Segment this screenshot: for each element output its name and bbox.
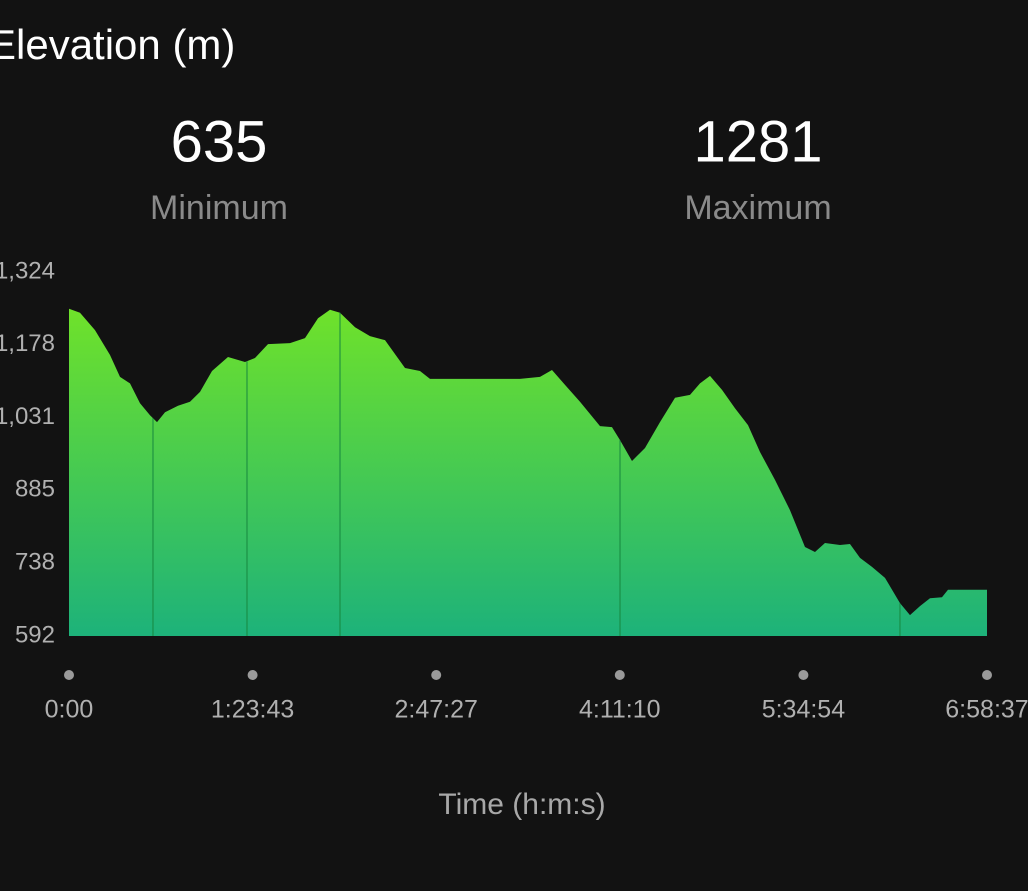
y-tick-label: 885: [15, 476, 55, 503]
x-tick-dot: [614, 670, 625, 680]
x-tick-label: 6:58:37: [945, 696, 1028, 724]
y-tick-label: 1,031: [0, 403, 55, 430]
y-tick-label: 592: [15, 621, 55, 648]
x-tick-dot: [431, 670, 442, 680]
elevation-area: [69, 308, 987, 636]
x-axis-label: Time (h:m:s): [438, 788, 605, 821]
x-tick-label: 4:11:10: [579, 696, 661, 724]
y-tick-label: 738: [15, 549, 55, 576]
stat-label: Maximum: [684, 189, 831, 227]
x-tick-label: 1:23:43: [211, 696, 294, 724]
y-tick-label: 1,324: [0, 257, 55, 284]
x-tick-dot: [64, 670, 74, 680]
x-tick-label: 2:47:27: [394, 696, 477, 724]
stat-value: 1281: [693, 109, 822, 174]
stat-value: 635: [171, 109, 268, 174]
x-tick-dot: [982, 670, 992, 680]
x-tick-label: 5:34:54: [762, 696, 846, 724]
x-tick-label: 0:00: [45, 696, 94, 724]
x-tick-dot: [798, 670, 809, 680]
stat-label: Minimum: [150, 189, 288, 227]
y-tick-label: 1,178: [0, 330, 55, 357]
chart-title: Elevation (m): [0, 21, 235, 68]
x-tick-dot: [247, 670, 258, 680]
